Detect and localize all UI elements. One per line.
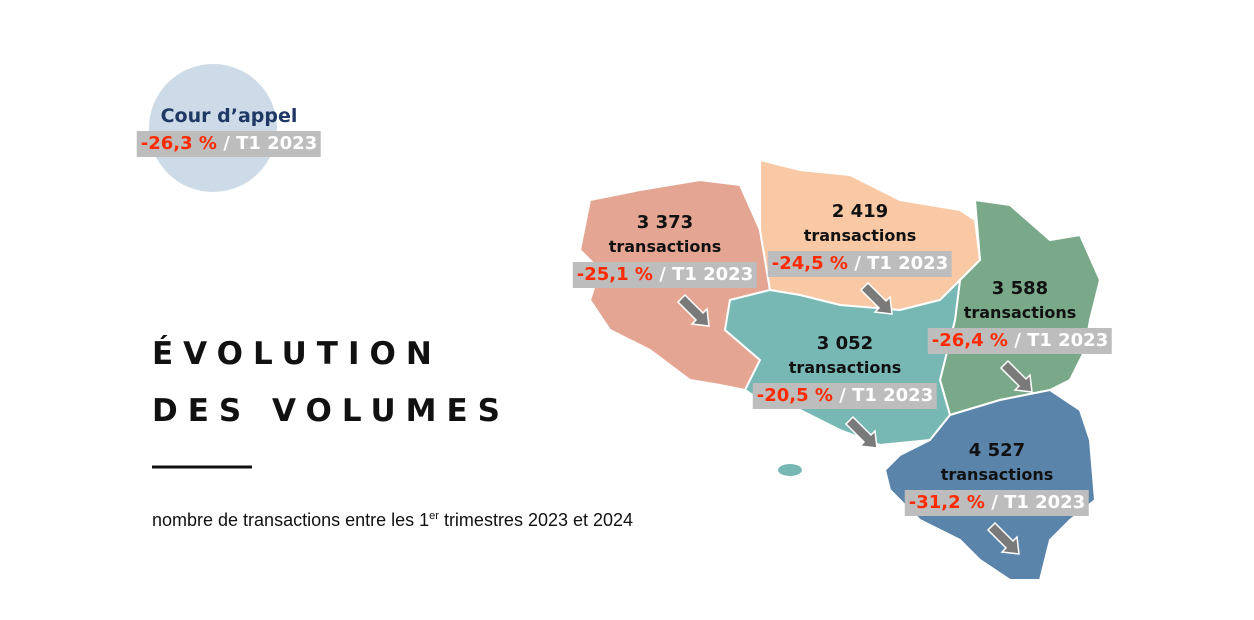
region-unit: transactions (940, 465, 1054, 484)
region-change: -20,5 % (756, 385, 833, 406)
region-reference: / T1 2023 (1014, 330, 1109, 351)
arrows (676, 281, 1033, 555)
subtitle-sup: er (429, 510, 439, 522)
region-count: 3 373 (636, 212, 694, 233)
subtitle-text: nombre de transactions entre les 1 (152, 510, 430, 530)
court-reference: / T1 2023 (223, 133, 318, 154)
region-reference: / T1 2023 (854, 253, 949, 274)
region-count: 2 419 (831, 201, 889, 222)
change-box: -25,1 % / T1 2023 (572, 262, 758, 288)
arrow (999, 359, 1033, 393)
region-count: 4 527 (968, 440, 1026, 461)
region-change: -26,4 % (931, 330, 1008, 351)
court-box: -26,3 % / T1 2023 (136, 131, 322, 157)
region-label: 3 588 transactions -26,4 % / T1 2023 (927, 276, 1113, 354)
arrow (859, 281, 893, 315)
region-unit: transactions (788, 358, 902, 377)
region-reference: / T1 2023 (659, 264, 754, 285)
change-box: -31,2 % / T1 2023 (904, 490, 1090, 516)
region-count: 3 588 (991, 278, 1049, 299)
region-change: -25,1 % (576, 264, 653, 285)
subtitle-text: trimestres 2023 et 2024 (438, 510, 634, 530)
court-name: Cour d’appel (160, 105, 298, 127)
region-change: -24,5 % (771, 253, 848, 274)
title-line: ÉVOLUTION (152, 336, 442, 372)
court-label: Cour d’appel -26,3 % / T1 2023 (136, 103, 322, 157)
region-count: 3 052 (816, 333, 874, 354)
region-label: 3 373 transactions -25,1 % / T1 2023 (572, 210, 758, 288)
title-line: DES VOLUMES (152, 393, 510, 429)
region-shape (883, 388, 1097, 581)
arrow (844, 415, 878, 449)
arrow (986, 521, 1020, 555)
island (778, 464, 802, 476)
region-label: 3 052 transactions -20,5 % / T1 2023 (752, 331, 938, 409)
court-circle (149, 64, 277, 192)
region-reference: / T1 2023 (839, 385, 934, 406)
change-box: -24,5 % / T1 2023 (767, 251, 953, 277)
change-box: -26,4 % / T1 2023 (927, 328, 1113, 354)
region-unit: transactions (803, 226, 917, 245)
change-box: -20,5 % / T1 2023 (752, 383, 938, 409)
region-label: 4 527 transactions -31,2 % / T1 2023 (904, 438, 1090, 516)
court-change: -26,3 % (140, 133, 217, 154)
region-reference: / T1 2023 (991, 492, 1086, 513)
region-unit: transactions (608, 237, 722, 256)
region-label: 2 419 transactions -24,5 % / T1 2023 (767, 199, 953, 277)
region-unit: transactions (963, 303, 1077, 322)
region-change: -31,2 % (908, 492, 985, 513)
subtitle: nombre de transactions entre les 1er tri… (152, 510, 633, 531)
arrow (676, 293, 710, 327)
